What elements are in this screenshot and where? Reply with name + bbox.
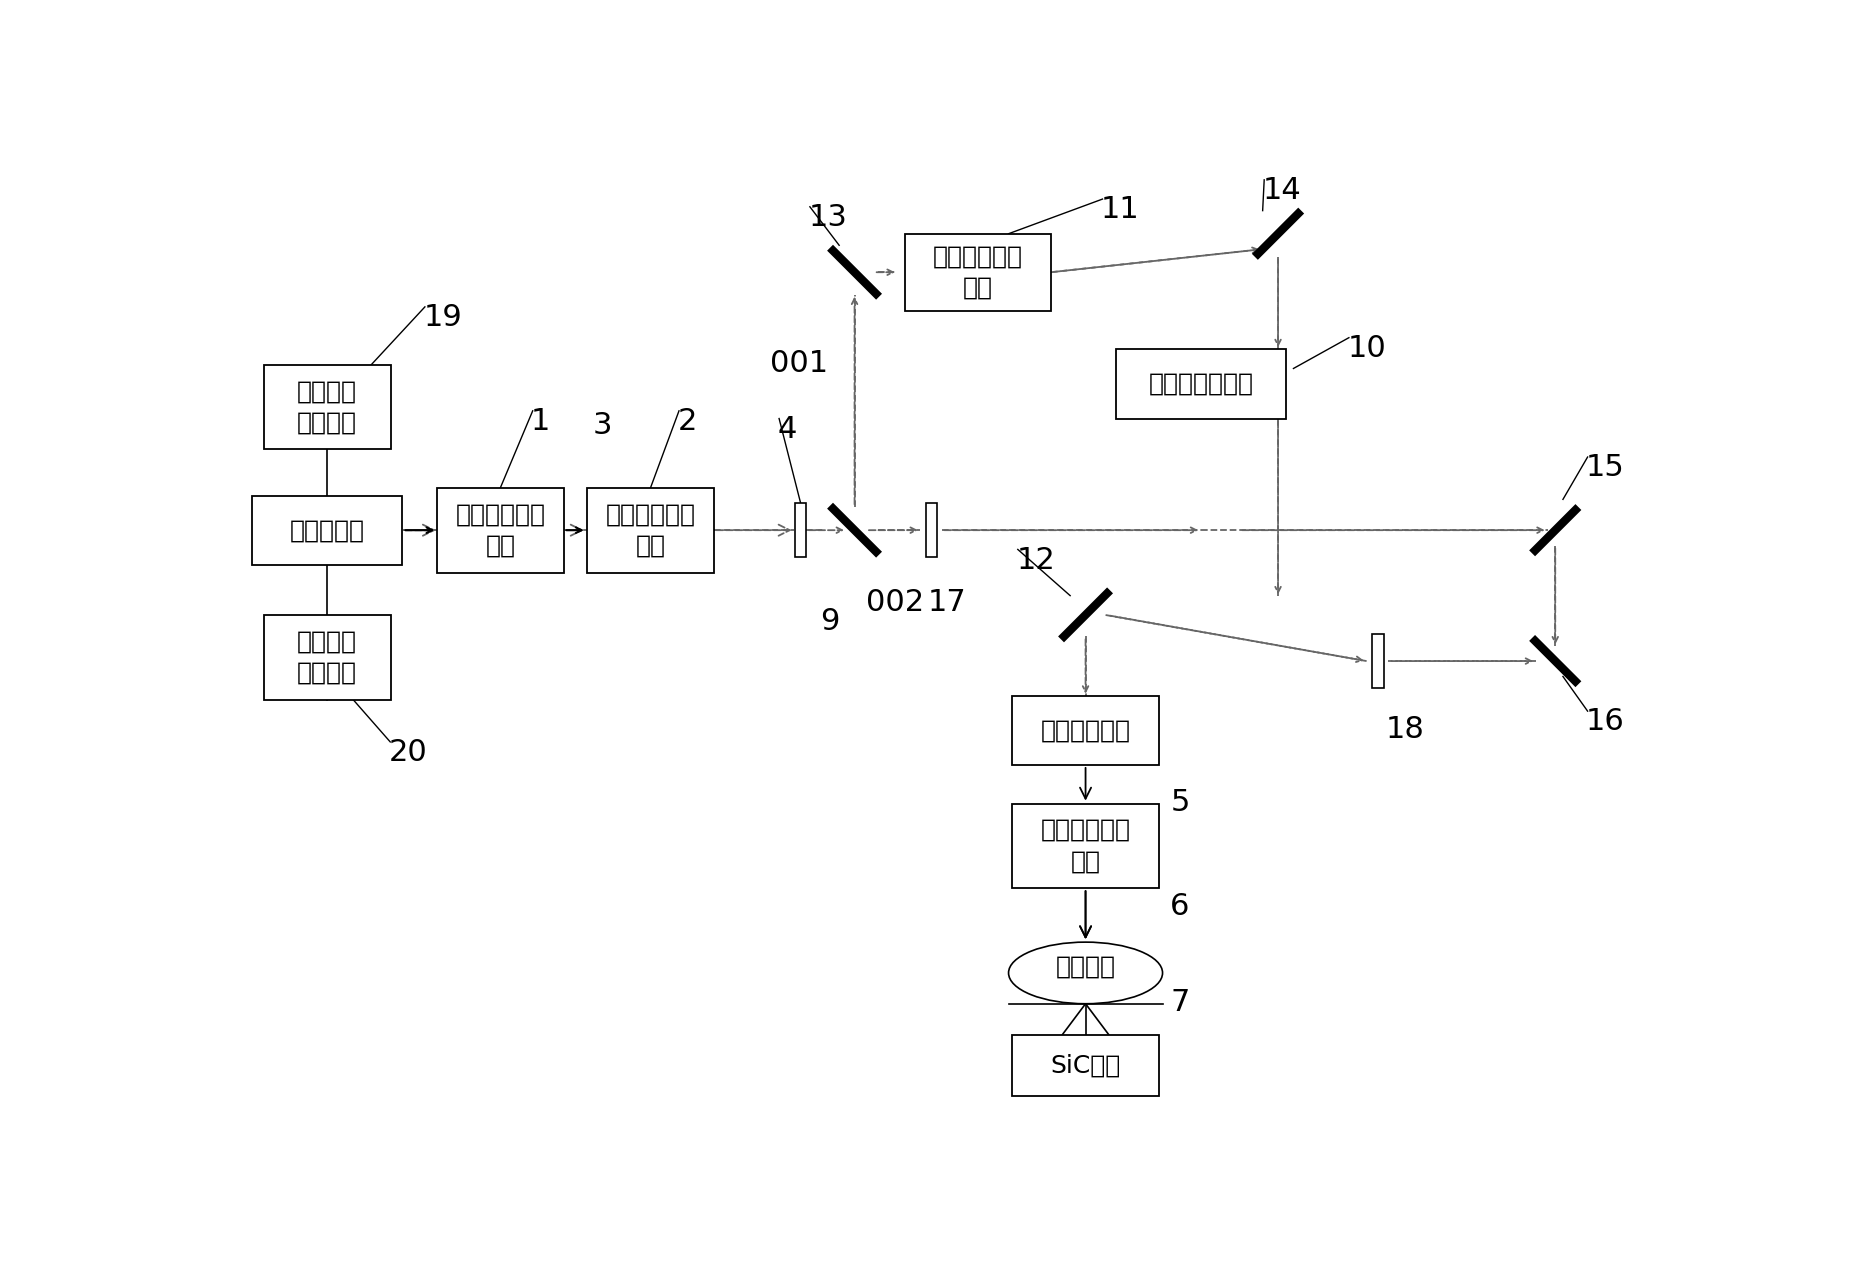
Text: 9: 9 xyxy=(819,608,840,636)
Text: 2: 2 xyxy=(677,406,696,436)
Bar xyxy=(926,503,937,557)
Text: 1: 1 xyxy=(531,406,550,436)
Text: 一号功率检测
模块: 一号功率检测 模块 xyxy=(455,502,544,558)
Text: 波形整形模块: 波形整形模块 xyxy=(1040,719,1130,743)
Text: 聚焦物镜: 聚焦物镜 xyxy=(1055,954,1115,978)
Text: 5: 5 xyxy=(1169,789,1190,817)
Bar xyxy=(587,488,715,572)
Bar xyxy=(795,503,806,557)
Text: 10: 10 xyxy=(1347,334,1386,363)
Text: 18: 18 xyxy=(1386,715,1424,744)
Ellipse shape xyxy=(1008,943,1162,1004)
Bar xyxy=(1012,696,1158,764)
Text: 12: 12 xyxy=(1016,545,1055,575)
Text: 13: 13 xyxy=(808,203,848,232)
Bar xyxy=(264,615,391,699)
Text: 16: 16 xyxy=(1587,707,1624,736)
Text: 4: 4 xyxy=(778,414,797,443)
Bar xyxy=(1371,634,1385,688)
Text: 重复频率
设定单元: 重复频率 设定单元 xyxy=(297,629,357,685)
Bar xyxy=(436,488,563,572)
Text: 7: 7 xyxy=(1169,989,1190,1018)
Text: 15: 15 xyxy=(1587,454,1624,482)
Text: 二号功率调整
模块: 二号功率调整 模块 xyxy=(934,245,1023,301)
Text: 一号功率调整
模块: 一号功率调整 模块 xyxy=(606,502,696,558)
Text: 3: 3 xyxy=(593,410,612,440)
Bar xyxy=(1117,349,1285,419)
Text: 脉冲宽度
调整单元: 脉冲宽度 调整单元 xyxy=(297,380,357,434)
Bar xyxy=(904,233,1052,311)
Bar xyxy=(1012,804,1158,888)
Text: 14: 14 xyxy=(1263,176,1302,205)
Text: 二号功率检测
模块: 二号功率检测 模块 xyxy=(1040,818,1130,874)
Text: 002: 002 xyxy=(866,587,924,617)
Text: 发散角调整单元: 发散角调整单元 xyxy=(1149,372,1254,396)
Text: 19: 19 xyxy=(423,303,462,333)
Text: 6: 6 xyxy=(1169,892,1190,921)
Bar xyxy=(253,496,402,564)
Text: 20: 20 xyxy=(389,738,427,767)
Text: 001: 001 xyxy=(769,349,829,378)
Text: 17: 17 xyxy=(928,587,967,617)
Text: 11: 11 xyxy=(1100,195,1139,224)
Bar xyxy=(1012,1034,1158,1096)
Text: SiC晶锭: SiC晶锭 xyxy=(1050,1054,1121,1078)
Text: 激光发生器: 激光发生器 xyxy=(290,519,365,543)
Bar xyxy=(264,364,391,450)
